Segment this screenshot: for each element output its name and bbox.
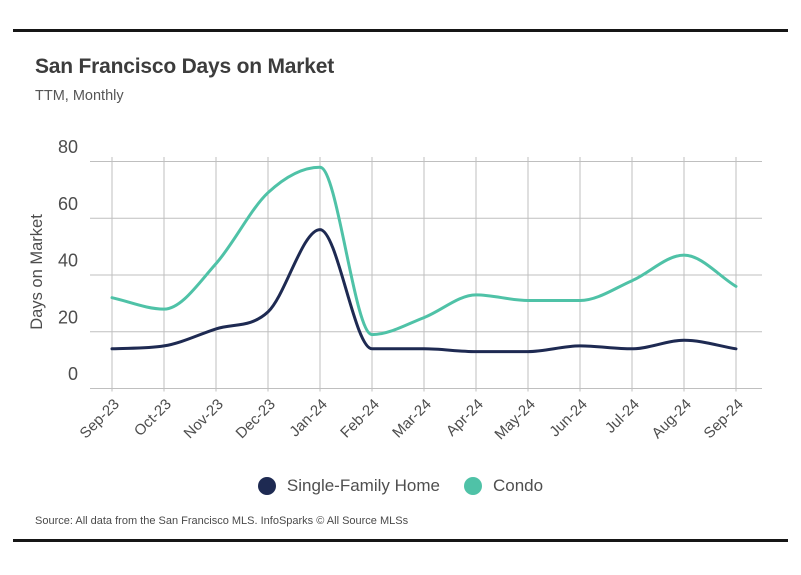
y-tick-label: 60: [58, 194, 78, 214]
x-tick-label: Sep-23: [77, 396, 123, 442]
x-tick-label: Oct-23: [131, 396, 175, 440]
top-divider: [13, 29, 788, 32]
x-tick-label: Apr-24: [443, 396, 487, 440]
x-tick-label: Jul-24: [602, 396, 643, 437]
x-tick-label: Dec-23: [233, 396, 279, 442]
legend-label-condo: Condo: [492, 476, 544, 495]
chart-title: San Francisco Days on Market: [35, 55, 335, 78]
legend-label-single-family-home: Single-Family Home: [286, 476, 440, 495]
x-tick-label: Jun-24: [546, 396, 590, 440]
legend-item-single-family-home: Single-Family Home: [257, 476, 440, 496]
y-tick-label: 20: [58, 307, 78, 327]
chart-subtitle: TTM, Monthly: [35, 88, 124, 104]
x-tick-label: Feb-24: [337, 396, 383, 442]
x-tick-label: May-24: [491, 396, 538, 443]
chart-legend: Single-Family Home Condo: [0, 476, 801, 496]
bottom-divider: [13, 539, 788, 542]
x-tick-label: Nov-23: [181, 396, 227, 442]
y-tick-label: 40: [58, 251, 78, 271]
legend-item-condo: Condo: [463, 476, 544, 496]
source-note: Source: All data from the San Francisco …: [35, 515, 409, 527]
series-line-single-family-home: [110, 228, 738, 354]
x-tick-label: Jan-24: [286, 396, 330, 440]
legend-dot-condo: [463, 477, 482, 495]
y-tick-label: 80: [58, 137, 78, 157]
x-tick-label: Mar-24: [389, 396, 435, 442]
series-line-condo: [110, 165, 738, 337]
x-tick-label: Aug-24: [649, 396, 695, 442]
legend-dot-single-family-home: [257, 477, 276, 495]
y-tick-label: 0: [68, 364, 78, 384]
y-axis-label: Days on Market: [28, 214, 46, 330]
x-tick-label: Sep-24: [701, 396, 747, 442]
